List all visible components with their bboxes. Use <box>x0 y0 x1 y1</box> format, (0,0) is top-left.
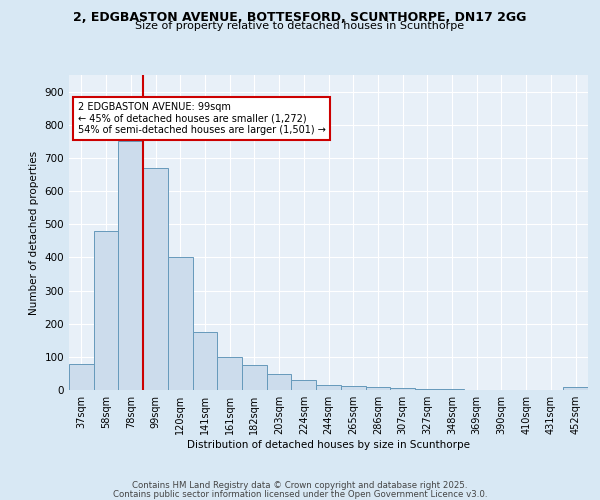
Bar <box>267 374 292 390</box>
Bar <box>217 357 242 390</box>
Bar <box>563 388 588 390</box>
X-axis label: Distribution of detached houses by size in Scunthorpe: Distribution of detached houses by size … <box>187 440 470 450</box>
Bar <box>94 231 118 390</box>
Bar <box>415 389 440 390</box>
Bar <box>365 386 390 390</box>
Bar <box>69 364 94 390</box>
Text: Contains public sector information licensed under the Open Government Licence v3: Contains public sector information licen… <box>113 490 487 499</box>
Bar <box>193 332 217 390</box>
Text: 2, EDGBASTON AVENUE, BOTTESFORD, SCUNTHORPE, DN17 2GG: 2, EDGBASTON AVENUE, BOTTESFORD, SCUNTHO… <box>73 11 527 24</box>
Bar <box>292 380 316 390</box>
Bar <box>341 386 365 390</box>
Text: Size of property relative to detached houses in Scunthorpe: Size of property relative to detached ho… <box>136 21 464 31</box>
Y-axis label: Number of detached properties: Number of detached properties <box>29 150 39 314</box>
Bar <box>242 365 267 390</box>
Text: Contains HM Land Registry data © Crown copyright and database right 2025.: Contains HM Land Registry data © Crown c… <box>132 481 468 490</box>
Bar <box>316 385 341 390</box>
Text: 2 EDGBASTON AVENUE: 99sqm
← 45% of detached houses are smaller (1,272)
54% of se: 2 EDGBASTON AVENUE: 99sqm ← 45% of detac… <box>77 102 326 134</box>
Bar <box>390 388 415 390</box>
Bar <box>168 258 193 390</box>
Bar <box>143 168 168 390</box>
Bar <box>118 142 143 390</box>
